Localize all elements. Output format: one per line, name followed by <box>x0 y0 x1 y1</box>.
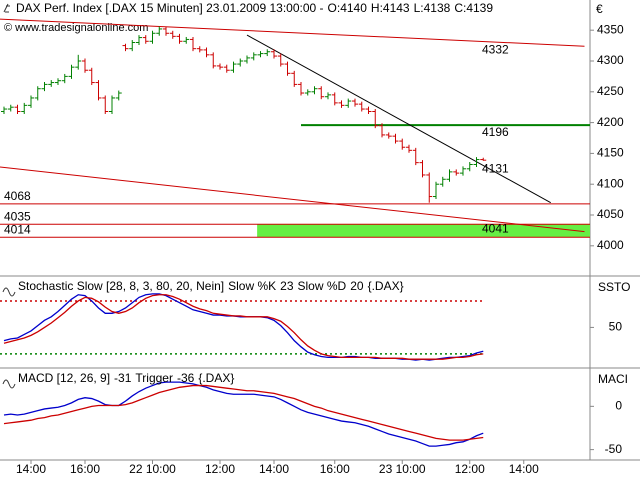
y-tick-label: 4250 <box>597 84 624 98</box>
level-label: 4196 <box>482 125 509 139</box>
trend-label: 4041 <box>482 222 509 236</box>
trend-label: 4131 <box>482 162 509 176</box>
x-tick-label: 14:00 <box>16 462 46 476</box>
trend-line <box>0 18 585 47</box>
legend-name: Trigger <box>135 371 173 385</box>
level-label: 4035 <box>4 209 31 223</box>
axis-label: SSTO <box>598 280 630 294</box>
panel-suffix: {.DAX} <box>368 279 404 293</box>
ohlc-label: O:4140 <box>328 1 368 15</box>
y-tick-label: 4200 <box>597 115 624 129</box>
legend-name: Slow %D <box>298 279 347 293</box>
y-tick-label: 4300 <box>597 53 624 67</box>
ohlc-label: H:4143 <box>371 1 410 15</box>
trend-label: 4332 <box>482 43 509 57</box>
axis-label: MACI <box>598 372 628 386</box>
x-tick-label: 22 10:00 <box>129 462 176 476</box>
y-tick-label: -50 <box>605 442 623 456</box>
ohlc-label: C:4139 <box>454 1 493 15</box>
zone <box>257 224 590 238</box>
panel-title: MACD [12, 26, 9] <box>18 371 110 385</box>
trend-line <box>0 166 585 233</box>
x-tick-label: 23 10:00 <box>379 462 426 476</box>
series-line <box>3 384 484 441</box>
y-tick-label: 50 <box>609 320 623 334</box>
icon <box>2 379 16 389</box>
legend-value: 23 <box>280 279 294 293</box>
x-tick-label: 16:00 <box>70 462 100 476</box>
y-tick-label: 0 <box>615 399 622 413</box>
x-tick-label: 16:00 <box>320 462 350 476</box>
y-tick-label: 4100 <box>597 176 624 190</box>
panel-title: Stochastic Slow [28, 8, 3, 80, 20, Nein] <box>18 279 224 293</box>
series-line <box>3 381 484 447</box>
legend-value: -31 <box>114 371 132 385</box>
legend-name: Slow %K <box>228 279 276 293</box>
legend-value: -36 <box>177 371 195 385</box>
x-tick-label: 14:00 <box>509 462 539 476</box>
series-line <box>3 294 484 360</box>
chart-title: DAX Perf. Index [.DAX 15 Minuten] 23.01.… <box>16 1 324 15</box>
trend-line <box>246 34 551 204</box>
currency: € <box>596 2 603 16</box>
y-tick-label: 4350 <box>597 22 624 36</box>
icon <box>3 3 10 13</box>
x-tick-label: 14:00 <box>259 462 289 476</box>
x-tick-label: 12:00 <box>205 462 235 476</box>
legend-value: 20 <box>350 279 364 293</box>
ohlc-label: L:4138 <box>414 1 451 15</box>
y-tick-label: 4000 <box>597 238 624 252</box>
level-label: 4068 <box>4 189 31 203</box>
icon <box>2 287 16 297</box>
y-tick-label: 4050 <box>597 207 624 221</box>
level-label: 4014 <box>4 222 31 236</box>
y-tick-label: 4150 <box>597 146 624 160</box>
watermark: © www.tradesignalonline.com <box>4 22 148 34</box>
x-tick-label: 12:00 <box>455 462 485 476</box>
panel-suffix: {.DAX} <box>198 371 234 385</box>
